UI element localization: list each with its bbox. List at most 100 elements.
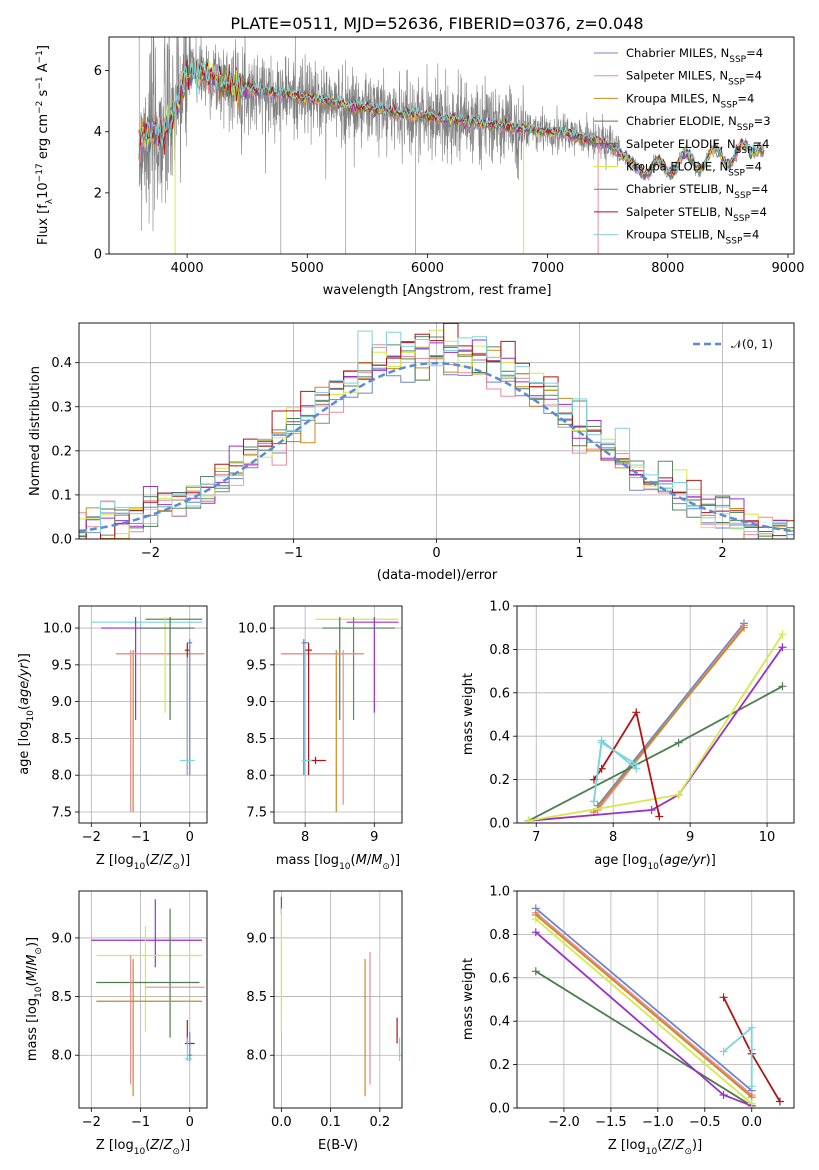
label-part: −1 bbox=[35, 50, 45, 63]
mass-vs-metallicity-panel: −2 −1 08.08.59.0Z [log10(Z/Z⊙)]mass [log10… bbox=[25, 890, 208, 1157]
x-tick-label: 0.1 bbox=[320, 1115, 341, 1130]
label-part: Salpeter STELIB, N bbox=[626, 205, 733, 219]
age-vs-metallicity-panel: −2 −1 07.58.08.59.09.510.0Z [log10(Z/Z⊙)]a… bbox=[17, 605, 208, 872]
y-tick-label: 9.0 bbox=[51, 931, 72, 946]
x-tick-label: 9 bbox=[686, 830, 694, 845]
label-part: Kroupa ELODIE, N bbox=[626, 160, 728, 174]
legend-entry: Kroupa STELIB, NSSP=4 bbox=[626, 228, 759, 247]
y-tick-label: 8.5 bbox=[246, 990, 267, 1005]
mass-weight-line bbox=[535, 931, 753, 1107]
x-tick-label: −1.5 bbox=[595, 1115, 627, 1130]
x-tick-label: 0 bbox=[432, 546, 440, 561]
legend-entry: Chabrier STELIB, NSSP=4 bbox=[626, 182, 768, 201]
y-tick-label: 10.0 bbox=[238, 622, 267, 637]
mass-weight-point bbox=[655, 812, 664, 821]
mass-weight-point bbox=[778, 682, 787, 691]
label-part: SSP bbox=[728, 169, 745, 179]
label-part: age/yr bbox=[664, 853, 707, 868]
y-tick-label: 10.0 bbox=[43, 622, 72, 637]
mass-weight-line bbox=[528, 633, 784, 822]
label-part: )] bbox=[692, 1138, 702, 1153]
label-part: ] bbox=[36, 45, 51, 50]
mass-weight-line bbox=[723, 1025, 753, 1087]
x-tick-label: 0.2 bbox=[370, 1115, 391, 1130]
plot-area bbox=[91, 899, 205, 1097]
label-part: Salpeter MILES, N bbox=[626, 69, 728, 83]
label-part: mass [log bbox=[276, 853, 339, 868]
mass-weight-point bbox=[778, 630, 787, 639]
label-part: 10 bbox=[34, 986, 44, 998]
label-part: ( bbox=[351, 853, 356, 868]
label-part: mass [log bbox=[25, 998, 40, 1061]
mass-weight-line bbox=[593, 627, 745, 813]
mass-weight-point bbox=[747, 1099, 756, 1108]
label-part: ⊙ bbox=[684, 1147, 692, 1157]
y-tick-label: 8.0 bbox=[246, 1049, 267, 1064]
label-part: )] bbox=[17, 653, 32, 663]
model-spectrum-8 bbox=[138, 55, 765, 174]
histogram-5 bbox=[79, 329, 794, 535]
label-part: =3 bbox=[754, 114, 771, 128]
x-tick-label: −2 bbox=[82, 830, 101, 845]
y-tick-label: 0.4 bbox=[489, 730, 510, 745]
y-tick-label: 0.8 bbox=[489, 928, 510, 943]
label-part: ( bbox=[17, 705, 32, 710]
x-tick-label: 2 bbox=[718, 546, 726, 561]
label-part: / bbox=[159, 1138, 164, 1153]
y-tick-label: 0.6 bbox=[489, 686, 510, 701]
normal-distribution-curve bbox=[79, 361, 794, 533]
x-tick-label: 0 bbox=[186, 1115, 194, 1130]
label-part: Z [log bbox=[96, 1138, 134, 1153]
mass-weight-line bbox=[535, 912, 753, 1096]
y-tick-label: 1.0 bbox=[489, 885, 510, 900]
y-tick-label: 0.0 bbox=[51, 533, 72, 548]
label-part: Z bbox=[675, 1138, 686, 1153]
x-tick-label: 7000 bbox=[531, 261, 564, 276]
y-axis-title: Normed distribution bbox=[28, 366, 43, 496]
legend-entry: Salpeter ELODIE, NSSP=4 bbox=[626, 137, 769, 156]
legend-entry: Chabrier ELODIE, NSSP=3 bbox=[626, 114, 771, 133]
mass-weight-point bbox=[739, 623, 748, 632]
label-part: A bbox=[36, 63, 51, 76]
axes-frame bbox=[516, 605, 795, 824]
mass-weight-point bbox=[747, 1023, 756, 1032]
plot-area bbox=[138, 37, 765, 254]
legend-entry: Kroupa ELODIE, NSSP=4 bbox=[626, 160, 762, 179]
x-tick-label: 9000 bbox=[771, 261, 804, 276]
mass-weight-point bbox=[719, 1047, 728, 1056]
y-axis-title: age [log10(age/yr)] bbox=[17, 653, 36, 775]
x-axis-title: (data-model)/error bbox=[377, 568, 498, 583]
spectrum-panel: 4000 5000 6000 7000 8000 9000 0 2 4 6 Chabrier MIL… bbox=[35, 36, 805, 298]
y-tick-label: 0.0 bbox=[489, 1102, 510, 1117]
label-part: )] bbox=[706, 853, 716, 868]
histogram-4 bbox=[79, 339, 794, 539]
y-tick-label: 6 bbox=[94, 64, 102, 79]
label-part: ⊙ bbox=[172, 1147, 180, 1157]
residuals-histogram-panel: −2 −1 0 1 2 0.0 0.1 0.2 0.3 0.4 𝒩(0, 1) (data-model… bbox=[28, 322, 795, 583]
label-part: =4 bbox=[746, 46, 763, 60]
plot-area bbox=[524, 619, 787, 823]
label-part: SSP bbox=[737, 123, 754, 133]
label-part: Z bbox=[163, 1138, 174, 1153]
y-tick-label: 8.5 bbox=[51, 990, 72, 1005]
label-part: ⊙ bbox=[382, 862, 390, 872]
y-tick-label: 0 bbox=[94, 248, 102, 263]
label-part: =4 bbox=[742, 228, 759, 242]
y-tick-label: 0.1 bbox=[51, 488, 72, 503]
legend-entry: Salpeter STELIB, NSSP=4 bbox=[626, 205, 767, 224]
mass-weight-line bbox=[535, 970, 753, 1107]
mass-weight-line bbox=[535, 918, 753, 1105]
x-tick-label: −1.0 bbox=[642, 1115, 674, 1130]
histogram-0 bbox=[79, 348, 794, 539]
label-part: / bbox=[25, 965, 40, 970]
mass-weight-point bbox=[632, 708, 641, 717]
label-part: −1 bbox=[35, 76, 45, 89]
mass-weight-point bbox=[597, 736, 606, 745]
label-part: age/yr bbox=[17, 662, 32, 705]
label-part: =4 bbox=[750, 205, 767, 219]
label-part: =4 bbox=[745, 69, 762, 83]
x-tick-label: −0.5 bbox=[689, 1115, 721, 1130]
mass-weight-line bbox=[535, 907, 753, 1092]
